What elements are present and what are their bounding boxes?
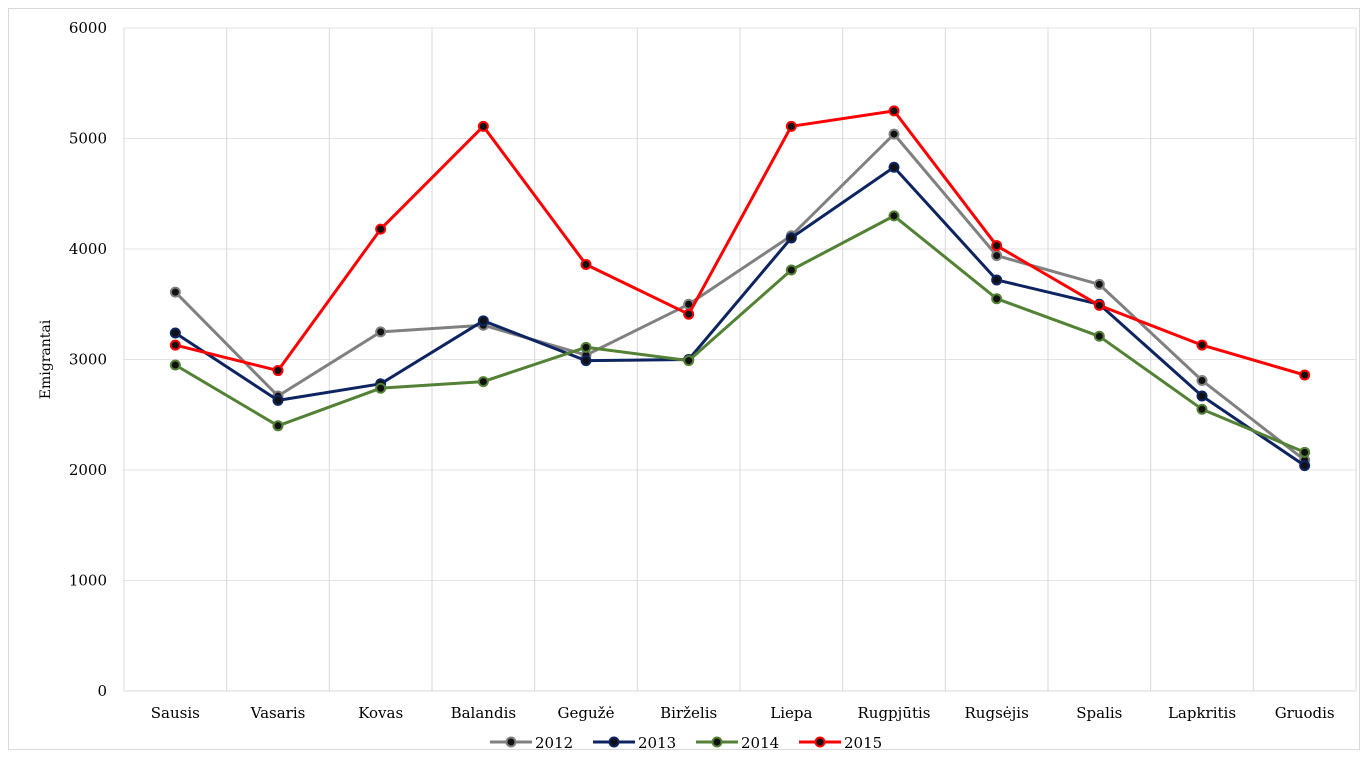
y-axis-label: Emigrantai [38,319,54,399]
data-point-2014 [785,264,797,276]
data-point-2015 [272,365,284,377]
data-point-2014 [375,382,387,394]
data-point-2015 [375,223,387,235]
y-tick-label: 6000 [69,19,107,37]
data-point-2015 [1196,339,1208,351]
y-tick-label: 5000 [69,130,107,148]
series-line-2014 [174,214,1306,454]
axes: 0 1000 2000 3000 4000 5000 6000 Sausis Vasaris Ko… [69,19,1356,722]
legend-marker-2015 [814,736,826,748]
legend: 2012 2013 2014 2015 [490,734,882,752]
data-point-2015 [580,258,592,270]
x-tick-label: Gruodis [1275,704,1335,722]
grid [124,27,1357,692]
x-tick-label: Rugsėjis [965,704,1029,722]
y-tick-label: 1000 [69,572,107,590]
data-point-2013 [888,161,900,173]
x-tick-label: Vasaris [250,704,306,722]
data-point-2013 [1196,390,1208,402]
x-tick-label: Balandis [451,704,516,722]
y-tick-label: 3000 [69,351,107,369]
data-point-2012 [888,128,900,140]
data-point-2013 [785,232,797,244]
data-point-2014 [477,376,489,388]
data-point-2013 [1299,460,1311,472]
legend-label-2013: 2013 [638,734,676,752]
data-point-2012 [375,326,387,338]
series-line-2012 [174,132,1306,462]
x-tick-label: Sausis [151,704,200,722]
x-tick-label: Birželis [660,704,717,722]
y-tick-label: 4000 [69,240,107,258]
x-tick-label: Rugpjūtis [858,704,931,722]
x-tick-label: Lapkritis [1168,704,1236,722]
data-point-2012 [169,286,181,298]
data-point-2013 [169,327,181,339]
y-tick-label: 2000 [69,461,107,479]
legend-marker-2012 [505,736,517,748]
data-point-2014 [888,210,900,222]
data-point-2015 [477,120,489,132]
data-point-2012 [1196,374,1208,386]
data-point-2015 [991,240,1003,252]
data-point-2013 [272,394,284,406]
x-tick-label: Kovas [358,704,403,722]
data-point-2015 [1299,369,1311,381]
y-tick-label: 0 [97,682,107,700]
x-tick-label: Gegužė [558,704,615,722]
legend-marker-2014 [711,736,723,748]
data-point-2015 [169,339,181,351]
legend-marker-2013 [608,736,620,748]
data-point-2013 [991,274,1003,286]
data-point-2014 [1299,446,1311,458]
data-point-2015 [1093,299,1105,311]
legend-label-2015: 2015 [844,734,882,752]
legend-label-2012: 2012 [535,734,573,752]
data-point-2014 [580,341,592,353]
data-point-2014 [683,355,695,367]
data-point-2014 [991,293,1003,305]
x-tick-label: Liepa [770,704,812,722]
data-point-2015 [888,105,900,117]
data-point-2013 [580,355,592,367]
data-point-2014 [1093,330,1105,342]
data-point-2014 [272,420,284,432]
data-point-2014 [1196,403,1208,415]
chart-frame [8,8,1360,750]
data-point-2013 [477,315,489,327]
data-point-2012 [991,250,1003,262]
series-line-2013 [174,165,1306,467]
data-point-2014 [169,359,181,371]
series-layer [169,105,1311,472]
x-tick-label: Spalis [1076,704,1122,722]
data-point-2015 [683,308,695,320]
data-point-2012 [1093,278,1105,290]
legend-label-2014: 2014 [741,734,779,752]
series-line-2015 [174,109,1306,377]
data-point-2015 [785,120,797,132]
